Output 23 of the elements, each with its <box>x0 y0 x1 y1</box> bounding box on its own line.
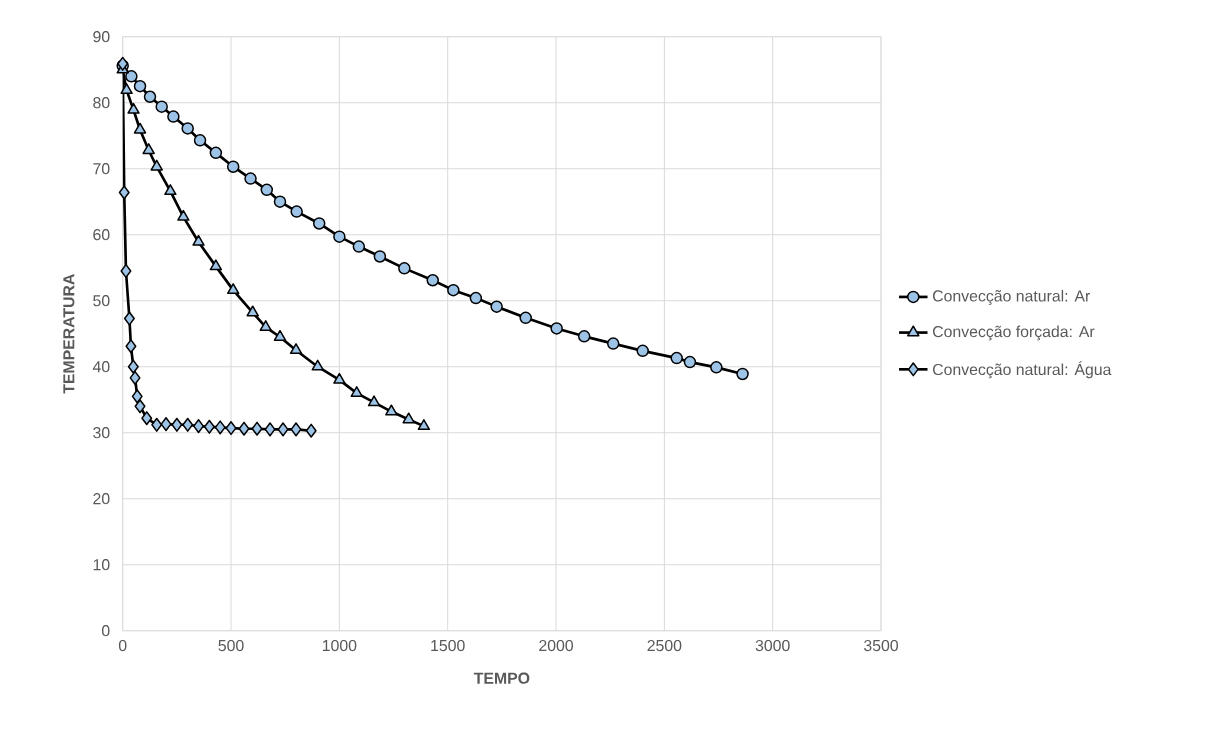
legend-label: Convecção forçada: Ar <box>932 325 1095 341</box>
y-tick-label: 60 <box>93 229 110 241</box>
y-tick-label: 70 <box>93 163 110 175</box>
y-tick-label: 30 <box>93 427 110 439</box>
x-tick-label: 0 <box>118 639 127 652</box>
y-tick-label: 40 <box>92 361 110 373</box>
x-tick-label: 3500 <box>864 639 898 652</box>
y-tick-label: 20 <box>93 493 110 505</box>
x-axis-title: TEMPO <box>473 672 530 684</box>
x-tick-label: 3000 <box>755 639 790 652</box>
x-tick-label: 2000 <box>539 639 573 652</box>
y-tick-label: 10 <box>93 559 110 571</box>
x-tick-label: 2500 <box>647 639 682 652</box>
x-tick-label: 1000 <box>322 639 357 652</box>
y-tick-label: 80 <box>93 97 110 109</box>
y-tick-label: 0 <box>101 625 110 637</box>
x-tick-label: 500 <box>218 639 244 652</box>
legend-label: Convecção natural: Água <box>932 361 1112 379</box>
y-tick-label: 90 <box>93 31 110 43</box>
x-tick-label: 1500 <box>431 639 465 652</box>
y-axis-title: TEMPERATURA <box>63 274 75 394</box>
legend-label: Convecção natural: Ar <box>932 289 1091 305</box>
y-tick-label: 50 <box>93 295 110 307</box>
